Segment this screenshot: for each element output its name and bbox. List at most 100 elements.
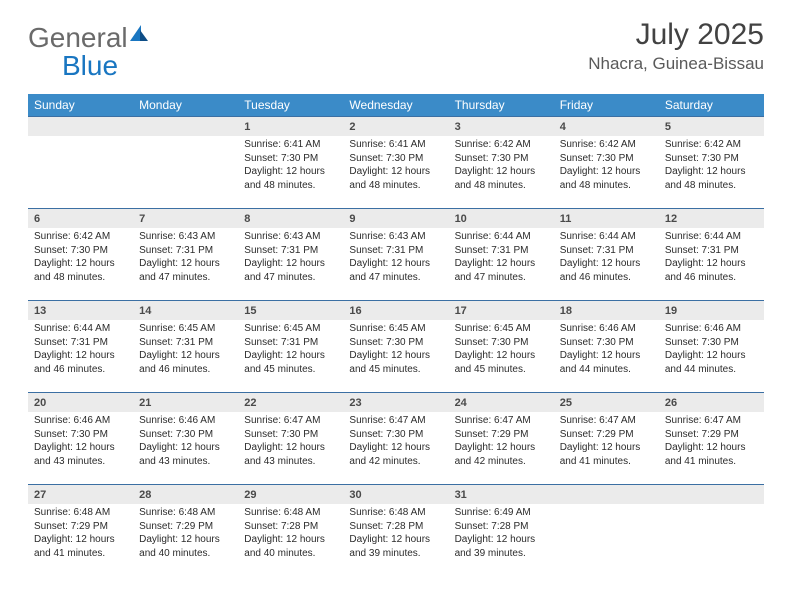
day-cell: Sunrise: 6:47 AMSunset: 7:29 PMDaylight:… — [554, 412, 659, 485]
weekday-friday: Friday — [554, 94, 659, 117]
daylight-line1: Daylight: 12 hours — [665, 257, 758, 271]
calendar-table: Sunday Monday Tuesday Wednesday Thursday… — [28, 94, 764, 576]
daylight-line2: and 47 minutes. — [139, 271, 232, 285]
sunrise-text: Sunrise: 6:46 AM — [560, 322, 653, 336]
day-number: 18 — [554, 301, 659, 321]
day-number: 22 — [238, 393, 343, 413]
daylight-line1: Daylight: 12 hours — [139, 349, 232, 363]
daylight-line1: Daylight: 12 hours — [455, 349, 548, 363]
title-block: July 2025 Nhacra, Guinea-Bissau — [588, 18, 764, 74]
daylight-line1: Daylight: 12 hours — [244, 349, 337, 363]
sunset-text: Sunset: 7:30 PM — [665, 152, 758, 166]
sunset-text: Sunset: 7:31 PM — [349, 244, 442, 258]
daylight-line1: Daylight: 12 hours — [455, 165, 548, 179]
weekday-wednesday: Wednesday — [343, 94, 448, 117]
day-number: 1 — [238, 117, 343, 137]
sunrise-text: Sunrise: 6:42 AM — [665, 138, 758, 152]
sunrise-text: Sunrise: 6:44 AM — [560, 230, 653, 244]
sunset-text: Sunset: 7:28 PM — [349, 520, 442, 534]
day-number: 13 — [28, 301, 133, 321]
daylight-line1: Daylight: 12 hours — [455, 533, 548, 547]
day-number: 9 — [343, 209, 448, 229]
day-number: 3 — [449, 117, 554, 137]
daylight-line2: and 46 minutes. — [665, 271, 758, 285]
daylight-line1: Daylight: 12 hours — [244, 165, 337, 179]
daynum-row: 20212223242526 — [28, 393, 764, 413]
sunrise-text: Sunrise: 6:46 AM — [34, 414, 127, 428]
sunrise-text: Sunrise: 6:45 AM — [455, 322, 548, 336]
day-cell: Sunrise: 6:44 AMSunset: 7:31 PMDaylight:… — [28, 320, 133, 393]
day-number: 14 — [133, 301, 238, 321]
daylight-line2: and 42 minutes. — [455, 455, 548, 469]
sunrise-text: Sunrise: 6:44 AM — [455, 230, 548, 244]
weekday-sunday: Sunday — [28, 94, 133, 117]
day-cell: Sunrise: 6:43 AMSunset: 7:31 PMDaylight:… — [238, 228, 343, 301]
day-number: 29 — [238, 485, 343, 505]
day-cell: Sunrise: 6:46 AMSunset: 7:30 PMDaylight:… — [659, 320, 764, 393]
daylight-line2: and 48 minutes. — [244, 179, 337, 193]
day-cell: Sunrise: 6:47 AMSunset: 7:30 PMDaylight:… — [238, 412, 343, 485]
daylight-line1: Daylight: 12 hours — [34, 441, 127, 455]
weekday-thursday: Thursday — [449, 94, 554, 117]
day-number — [133, 117, 238, 137]
day-number: 7 — [133, 209, 238, 229]
daylight-line2: and 41 minutes. — [34, 547, 127, 561]
daylight-line1: Daylight: 12 hours — [349, 257, 442, 271]
day-number: 10 — [449, 209, 554, 229]
day-cell: Sunrise: 6:48 AMSunset: 7:29 PMDaylight:… — [133, 504, 238, 576]
sunrise-text: Sunrise: 6:45 AM — [139, 322, 232, 336]
day-cell: Sunrise: 6:47 AMSunset: 7:29 PMDaylight:… — [659, 412, 764, 485]
day-number — [28, 117, 133, 137]
day-cell: Sunrise: 6:48 AMSunset: 7:28 PMDaylight:… — [238, 504, 343, 576]
daylight-line1: Daylight: 12 hours — [34, 349, 127, 363]
content-row: Sunrise: 6:48 AMSunset: 7:29 PMDaylight:… — [28, 504, 764, 576]
sunrise-text: Sunrise: 6:43 AM — [349, 230, 442, 244]
sunrise-text: Sunrise: 6:47 AM — [244, 414, 337, 428]
day-cell: Sunrise: 6:46 AMSunset: 7:30 PMDaylight:… — [554, 320, 659, 393]
daylight-line2: and 40 minutes. — [139, 547, 232, 561]
day-cell: Sunrise: 6:45 AMSunset: 7:30 PMDaylight:… — [449, 320, 554, 393]
daylight-line1: Daylight: 12 hours — [560, 257, 653, 271]
daylight-line1: Daylight: 12 hours — [34, 533, 127, 547]
daylight-line2: and 41 minutes. — [665, 455, 758, 469]
daylight-line2: and 43 minutes. — [244, 455, 337, 469]
sunrise-text: Sunrise: 6:45 AM — [349, 322, 442, 336]
daylight-line2: and 46 minutes. — [34, 363, 127, 377]
daylight-line2: and 45 minutes. — [349, 363, 442, 377]
daylight-line1: Daylight: 12 hours — [560, 441, 653, 455]
day-cell: Sunrise: 6:41 AMSunset: 7:30 PMDaylight:… — [343, 136, 448, 209]
daylight-line1: Daylight: 12 hours — [560, 349, 653, 363]
sunset-text: Sunset: 7:29 PM — [455, 428, 548, 442]
daylight-line1: Daylight: 12 hours — [455, 441, 548, 455]
sunset-text: Sunset: 7:31 PM — [455, 244, 548, 258]
daylight-line1: Daylight: 12 hours — [244, 533, 337, 547]
sunset-text: Sunset: 7:31 PM — [244, 244, 337, 258]
sunset-text: Sunset: 7:30 PM — [560, 336, 653, 350]
weekday-saturday: Saturday — [659, 94, 764, 117]
sunrise-text: Sunrise: 6:44 AM — [665, 230, 758, 244]
day-cell: Sunrise: 6:46 AMSunset: 7:30 PMDaylight:… — [133, 412, 238, 485]
day-number: 19 — [659, 301, 764, 321]
daylight-line1: Daylight: 12 hours — [665, 441, 758, 455]
day-number: 4 — [554, 117, 659, 137]
logo-text-general: General — [28, 22, 128, 53]
daylight-line2: and 42 minutes. — [349, 455, 442, 469]
day-number: 20 — [28, 393, 133, 413]
day-cell: Sunrise: 6:41 AMSunset: 7:30 PMDaylight:… — [238, 136, 343, 209]
day-number: 27 — [28, 485, 133, 505]
sunrise-text: Sunrise: 6:47 AM — [665, 414, 758, 428]
logo-text-blue: Blue — [62, 52, 118, 80]
daylight-line1: Daylight: 12 hours — [455, 257, 548, 271]
daylight-line2: and 48 minutes. — [560, 179, 653, 193]
daylight-line1: Daylight: 12 hours — [349, 165, 442, 179]
daylight-line1: Daylight: 12 hours — [349, 349, 442, 363]
day-number: 30 — [343, 485, 448, 505]
content-row: Sunrise: 6:44 AMSunset: 7:31 PMDaylight:… — [28, 320, 764, 393]
daylight-line2: and 41 minutes. — [560, 455, 653, 469]
daylight-line1: Daylight: 12 hours — [349, 441, 442, 455]
sunrise-text: Sunrise: 6:42 AM — [455, 138, 548, 152]
sunset-text: Sunset: 7:30 PM — [665, 336, 758, 350]
daylight-line2: and 39 minutes. — [455, 547, 548, 561]
day-cell: Sunrise: 6:49 AMSunset: 7:28 PMDaylight:… — [449, 504, 554, 576]
sunset-text: Sunset: 7:29 PM — [560, 428, 653, 442]
